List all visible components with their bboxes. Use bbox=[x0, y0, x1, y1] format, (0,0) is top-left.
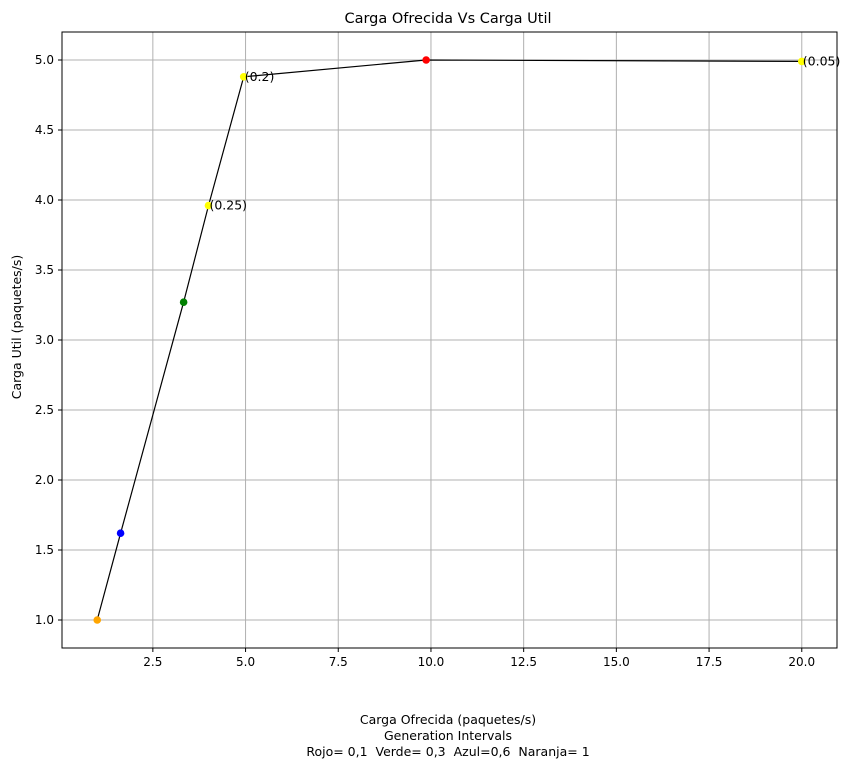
y-tick-label: 5.0 bbox=[35, 53, 54, 67]
y-tick-label: 1.5 bbox=[35, 543, 54, 557]
chart-title: Carga Ofrecida Vs Carga Util bbox=[344, 11, 551, 27]
x-tick-label: 10.0 bbox=[418, 655, 445, 669]
y-tick-label: 2.5 bbox=[35, 403, 54, 417]
data-point bbox=[422, 56, 430, 64]
y-tick-label: 3.0 bbox=[35, 333, 54, 347]
y-tick-label: 3.5 bbox=[35, 263, 54, 277]
x-axis-label: Carga Ofrecida (paquetes/s) bbox=[360, 712, 536, 727]
x-tick-label: 20.0 bbox=[788, 655, 815, 669]
data-point bbox=[179, 298, 188, 307]
data-point bbox=[797, 57, 806, 66]
y-tick-label: 2.0 bbox=[35, 473, 54, 487]
data-point bbox=[204, 201, 213, 210]
y-tick-label: 1.0 bbox=[35, 613, 54, 627]
x-tick-label: 15.0 bbox=[603, 655, 630, 669]
x-tick-label: 7.5 bbox=[329, 655, 348, 669]
y-tick-label: 4.5 bbox=[35, 123, 54, 137]
y-axis-label: Carga Util (paquetes/s) bbox=[9, 255, 24, 400]
data-point bbox=[239, 73, 248, 81]
data-point bbox=[93, 616, 102, 624]
y-tick-label: 4.0 bbox=[35, 193, 54, 207]
point-annotation: (0.25) bbox=[209, 198, 247, 213]
point-annotation: (0.2) bbox=[245, 69, 275, 84]
data-points bbox=[93, 56, 806, 624]
x-tick-label: 12.5 bbox=[510, 655, 537, 669]
point-annotation: (0.05) bbox=[803, 53, 841, 68]
x-axis-label-line-2: Generation Intervals bbox=[384, 728, 512, 743]
x-tick-label: 17.5 bbox=[696, 655, 723, 669]
y-gridlines bbox=[62, 59, 837, 621]
y-axis-ticks: 1.0 1.5 2.0 2.5 3.0 3.5 4.0 4.5 5.0 bbox=[35, 53, 62, 627]
point-annotations: (0.25) (0.2) (0.05) bbox=[209, 53, 840, 212]
x-tick-label: 2.5 bbox=[143, 655, 162, 669]
x-axis-label-line-3: Rojo= 0,1 Verde= 0,3 Azul=0,6 Naranja= 1 bbox=[306, 744, 589, 759]
x-axis-ticks: 2.5 5.0 7.5 10.0 12.5 15.0 17.5 20.0 bbox=[143, 648, 815, 669]
x-tick-label: 5.0 bbox=[236, 655, 255, 669]
data-point bbox=[116, 529, 125, 537]
